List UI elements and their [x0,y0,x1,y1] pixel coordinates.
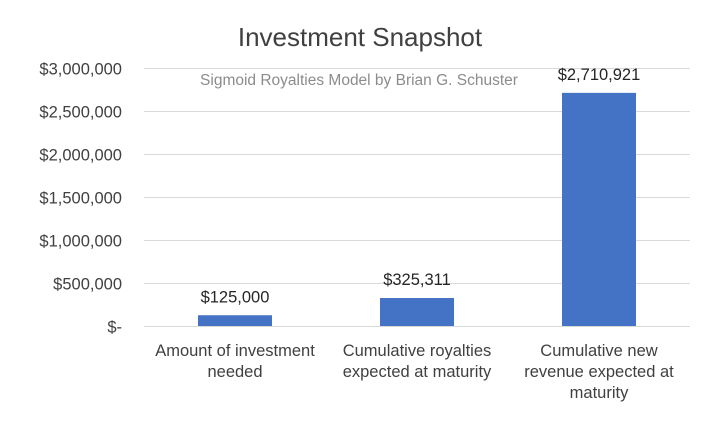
category-label: Cumulative new revenue expected at maturit… [524,342,674,402]
data-label: $2,710,921 [558,66,641,84]
y-tick-label: $2,000,000 [39,147,122,165]
bar [198,315,272,326]
data-labels: $125,000 $325,311 $2,710,921 [201,66,641,306]
data-label: $125,000 [201,288,270,306]
chart-title: Investment Snapshot [238,22,483,52]
bar [380,298,454,326]
y-tick-label: $1,500,000 [39,190,122,208]
y-tick-label: $- [107,319,122,337]
y-tick-label: $2,500,000 [39,104,122,122]
y-tick-label: $1,000,000 [39,233,122,251]
x-axis-categories: Amount of investment needed Cumulative roy… [155,342,674,402]
y-tick-label: $3,000,000 [39,61,122,79]
category-label: Cumulative royalties expected at maturity [343,342,492,381]
bar [562,92,636,326]
gridlines [144,68,690,327]
y-tick-label: $500,000 [53,276,122,294]
data-label: $325,311 [383,271,451,289]
category-label: Amount of investment needed [155,342,315,381]
y-axis-ticks: $- $500,000 $1,000,000 $1,500,000 $2,000,000… [39,61,122,337]
bars [198,92,636,326]
chart-subtitle: Sigmoid Royalties Model by Brian G. Schu… [200,72,518,89]
